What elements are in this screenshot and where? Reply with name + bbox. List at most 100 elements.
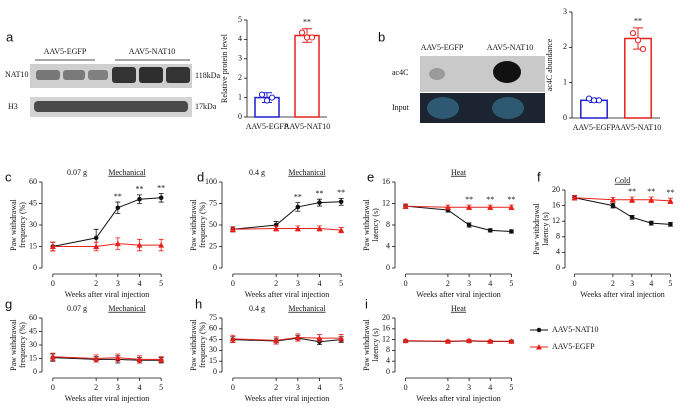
marker [136,356,143,362]
marker [316,335,323,341]
panel-label: h [195,296,202,311]
y-tick-label: 12 [382,198,390,207]
blot-size: 17kDa [195,102,217,111]
x-tick-label: 5 [509,383,513,392]
marker [158,195,164,201]
data-point [595,97,603,104]
significance: ** [114,192,122,201]
y-tick-label: 8 [386,220,390,229]
y-tick-label: 45 [209,334,217,343]
x-tick-label: 5 [339,383,343,392]
x-tick-label: 2 [274,383,278,392]
y-tick-label: 2 [238,73,242,82]
x-tick-label: 3 [630,279,634,288]
y-tick-label: 30 [29,220,37,229]
dot [427,97,459,119]
legend-label: AAV5-EGFP [552,342,595,351]
x-tick-label: 0 [573,279,577,288]
y-tick-label: 8 [556,232,560,241]
panel-label: d [197,169,204,184]
x-axis-label: Weeks after viral injection [245,290,329,299]
chart-title: Heat [451,168,467,177]
condition: 0.07 g [67,168,87,177]
y-tick-label: 0 [33,367,37,376]
data-point [639,46,647,53]
x-tick-label: 5 [509,279,513,288]
series-line [405,205,512,232]
x-tick-label: 4 [318,279,322,288]
x-tick-label: 5 [668,279,672,288]
series-line [574,197,671,225]
marker [49,243,56,249]
marker [536,327,542,333]
x-tick-label: 4 [318,383,322,392]
y-tick-label: 0 [563,113,567,122]
y-axis-label: Paw withdrawal [362,198,371,251]
y-axis-label: frequency (%) [198,202,207,248]
chart-title: Cold [615,176,631,185]
y-tick-label: 60 [29,313,37,322]
dot [493,61,521,83]
y-axis-label: latency (s) [371,328,380,362]
y-axis-label: latency (s) [371,208,380,242]
y-axis-label: frequency (%) [18,202,27,248]
significance: ** [628,187,636,196]
y-tick-label: 15 [29,353,37,362]
band [36,70,60,80]
y-tick-label: 75 [209,198,217,207]
y-tick-label: 12 [382,334,390,343]
marker [487,204,494,210]
marker [648,220,654,226]
marker [158,242,165,248]
data-point [298,29,306,36]
y-tick-label: 100 [205,177,217,186]
y-tick-label: 60 [209,324,217,333]
blot-group: AAV5-NAT10 [129,47,176,56]
y-tick-label: 16 [382,324,390,333]
marker [229,335,236,342]
blot-b: AAV5-EGFP AAV5-NAT10 ac4C Input [392,43,545,123]
marker [338,227,345,233]
marker [402,337,409,344]
x-tick-label: AAV5-EGFP [246,122,289,131]
marker [466,337,473,344]
x-tick-label: 3 [296,279,300,288]
y-axis-label: Paw withdrawal [532,202,541,255]
significance: ** [465,195,473,204]
y-tick-label: 0 [556,263,560,272]
x-tick-label: 4 [488,383,492,392]
band [139,67,163,83]
marker [338,335,345,341]
blot-row: ac4C [392,68,408,77]
y-tick-label: 45 [29,198,37,207]
dot [429,68,445,80]
y-tick-label: 16 [552,200,560,209]
series-line [405,340,512,342]
y-tick-label: 4 [386,356,390,365]
marker [273,225,280,231]
data-point [308,34,316,41]
chart-title: Mechanical [288,168,326,177]
y-tick-label: 15 [29,241,37,250]
marker [629,196,636,203]
y-tick-label: 0 [238,112,242,121]
x-axis-label: Weeks after viral injection [245,394,329,403]
y-axis-label: frequency (%) [18,322,27,368]
blot-size: 118kDa [195,71,220,80]
x-tick-label: 2 [94,383,98,392]
y-tick-label: 30 [29,340,37,349]
x-axis-label: Weeks after viral injection [416,394,500,403]
x-tick-label: 2 [611,279,615,288]
marker [487,228,493,233]
x-tick-label: 5 [159,383,163,392]
data-point [263,97,271,104]
panel-label: b [378,29,385,44]
legend-label: AAV5-NAT10 [552,325,599,334]
x-tick-label: 0 [51,279,55,288]
series-line [232,201,342,230]
y-tick-label: 4 [556,247,560,256]
marker [229,226,236,232]
y-tick-label: 0 [33,263,37,272]
band [63,70,85,80]
